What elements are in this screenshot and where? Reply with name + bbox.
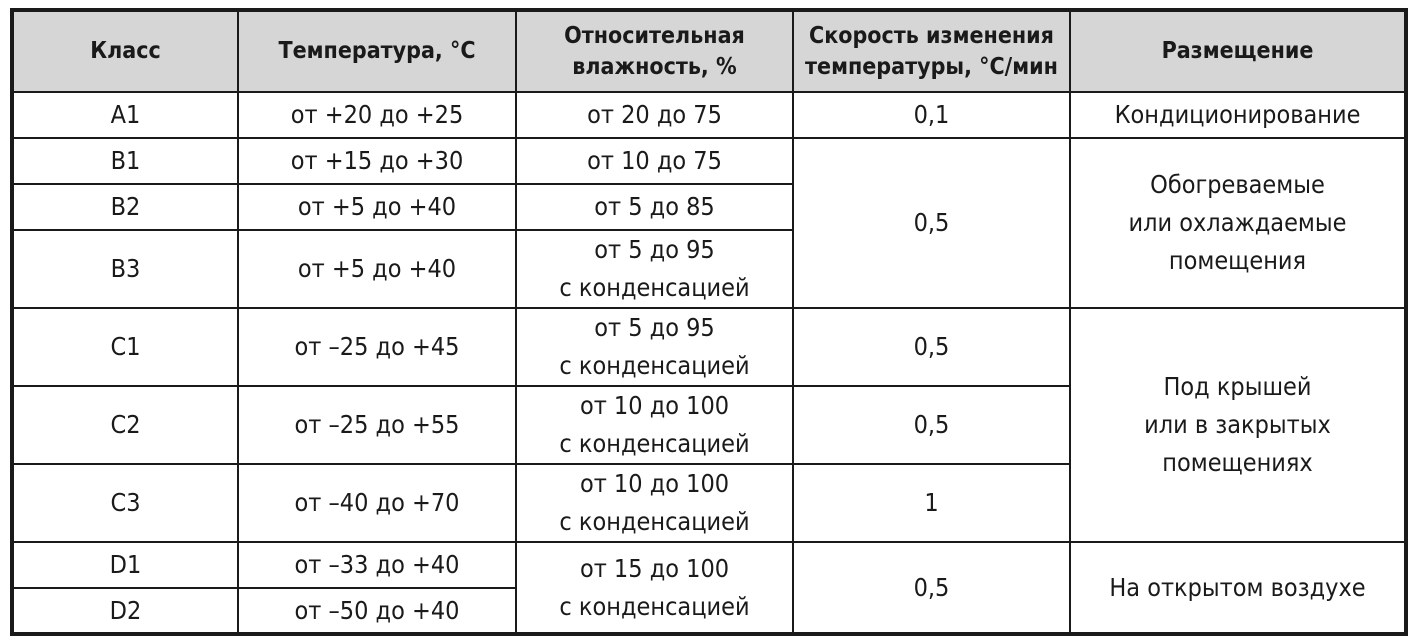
- cell: C2: [11, 385, 239, 465]
- cell: от –40 до +70: [237, 463, 517, 543]
- cell: На открытом воздухе: [1069, 541, 1407, 635]
- cell: от +5 до +40: [237, 183, 517, 231]
- cell: 0,5: [792, 307, 1071, 387]
- cell: 0,5: [792, 385, 1071, 465]
- cell: от +5 до +40: [237, 229, 517, 309]
- cell: Кондиционирование: [1069, 91, 1407, 139]
- header-cell: Размещение: [1069, 9, 1407, 93]
- cell: от 10 до 100 с конденсацией: [515, 385, 794, 465]
- climate-table: Класс Температура, °C Относительная влаж…: [10, 8, 1408, 636]
- cell: D1: [11, 541, 239, 589]
- row: B2 от +5 до +40 от 5 до 85: [11, 183, 1406, 231]
- cell: от –25 до +55: [237, 385, 517, 465]
- row: C1 от –25 до +45 от 5 до 95 с конденсаци…: [11, 307, 1407, 543]
- cell: от +20 до +25: [237, 91, 517, 139]
- cell: от 10 до 75: [515, 137, 794, 185]
- cell: от 5 до 95 с конденсацией: [515, 229, 794, 309]
- cell: от –33 до +40: [237, 541, 517, 589]
- row: D1 от –33 до +40 от 15 до 100 с конденса…: [11, 541, 1407, 635]
- row: B1 от +15 до +30 от 10 до 75 0,5 Обогрев…: [11, 137, 1407, 309]
- cell: B1: [11, 137, 239, 185]
- row: A1 от +20 до +25 от 20 до 75 0,1 Кондици…: [11, 91, 1407, 139]
- cell: C1: [11, 307, 239, 387]
- header-cell: Относительная влажность, %: [515, 9, 794, 93]
- row: C3 от –40 до +70 от 10 до 100 с конденса…: [11, 463, 1406, 543]
- header-cell: Температура, °C: [237, 9, 517, 93]
- cell: Обогреваемые или охлаждаемые помещения: [1069, 137, 1407, 309]
- cell: от 15 до 100 с конденсацией: [515, 541, 794, 635]
- header-cell: Класс: [11, 9, 239, 93]
- cell: B2: [11, 183, 239, 231]
- cell: 0,1: [792, 91, 1071, 139]
- cell: C3: [11, 463, 239, 543]
- row: B3 от +5 до +40 от 5 до 95 с конденсацие…: [11, 229, 1406, 309]
- cell: 0,5: [792, 541, 1071, 635]
- cell: A1: [11, 91, 239, 139]
- cell: от 5 до 85: [515, 183, 794, 231]
- header-row: Класс Температура, °C Относительная влаж…: [11, 9, 1407, 93]
- row: D2 от –50 до +40: [11, 587, 1406, 635]
- cell: от 5 до 95 с конденсацией: [515, 307, 794, 387]
- cell: от –50 до +40: [237, 587, 517, 635]
- row: C2 от –25 до +55 от 10 до 100 с конденса…: [11, 385, 1406, 465]
- cell: Под крышей или в закрытых помещениях: [1069, 307, 1407, 543]
- cell: от 10 до 100 с конденсацией: [515, 463, 794, 543]
- cell: D2: [11, 587, 239, 635]
- cell: 1: [792, 463, 1071, 543]
- cell: 0,5: [792, 137, 1071, 309]
- header-cell: Скорость изменения температуры, °С/мин: [792, 9, 1071, 93]
- cell: от +15 до +30: [237, 137, 517, 185]
- cell: от –25 до +45: [237, 307, 517, 387]
- cell: B3: [11, 229, 239, 309]
- cell: от 20 до 75: [515, 91, 794, 139]
